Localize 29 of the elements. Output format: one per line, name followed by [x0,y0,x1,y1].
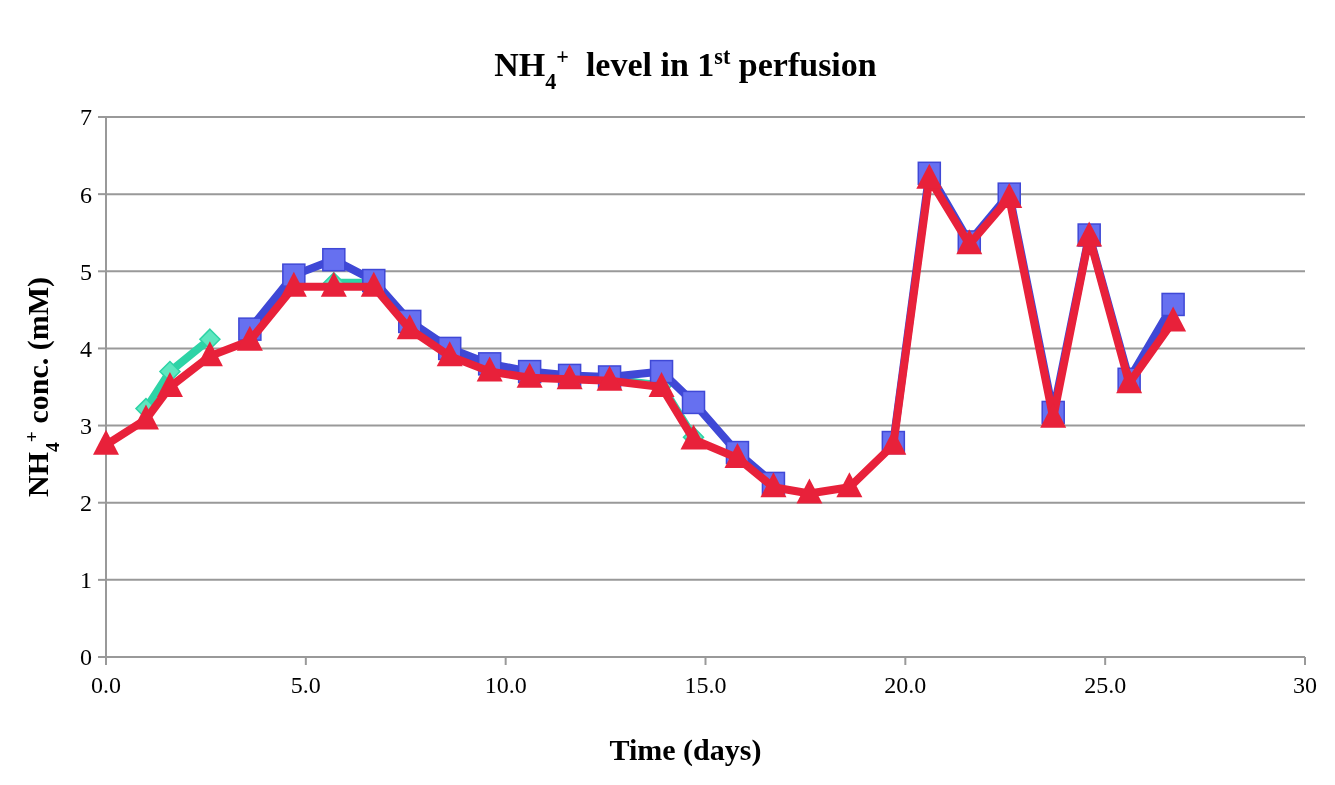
x-tick-label: 20.0 [884,672,927,698]
y-tick-label: 3 [80,412,92,439]
y-tick-label: 6 [80,181,92,208]
point [322,247,346,272]
y-tick-label: 2 [80,490,92,517]
x-axis-title: Time (days) [609,733,762,767]
point [436,341,463,367]
point [681,390,706,415]
y-tick-label: 7 [80,104,92,131]
chart-title: NH$_{4}$$^{+}$ level in 1$^{st}$ perfusion [494,43,877,94]
x-tick-label: 25.0 [1084,672,1127,698]
x-tick-label: 5.0 [290,672,321,698]
point [1161,292,1185,317]
point [836,472,863,498]
point [156,372,183,397]
point [476,356,503,382]
x-tick-label: 10.0 [484,672,527,698]
y-tick-label: 5 [80,258,92,285]
point [280,271,307,297]
y-tick-label: 0 [80,644,92,671]
x-tick-label: 15.0 [684,672,727,698]
point [236,325,263,351]
point [796,478,823,504]
point [1160,306,1187,332]
point [93,429,119,455]
y-tick-label: 4 [80,335,92,362]
x-tick-label: 0.0 [91,672,121,698]
x-tick-label: 30 [1293,672,1317,698]
y-tick-label: 1 [80,567,92,594]
